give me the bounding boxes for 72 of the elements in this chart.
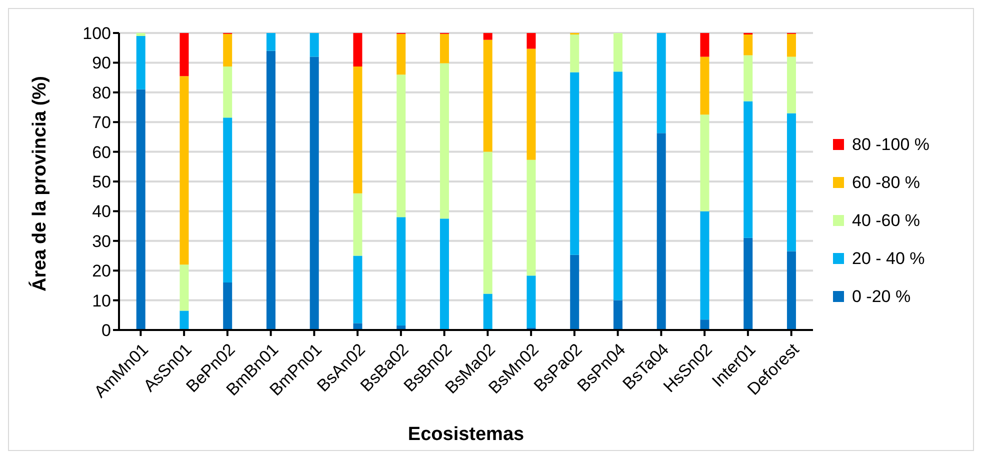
bar xyxy=(136,33,146,36)
legend-label: 40 -60 % xyxy=(852,210,920,230)
y-tick-label: 70 xyxy=(92,113,111,132)
legend-label: 20 - 40 % xyxy=(852,248,925,268)
legend-label: 0 -20 % xyxy=(852,286,911,306)
bar xyxy=(786,251,796,330)
y-tick-label: 100 xyxy=(82,24,111,44)
y-axis-title: Área de la provincia (%) xyxy=(28,76,51,292)
bar xyxy=(786,113,796,252)
y-tick-label: 50 xyxy=(92,172,111,192)
bar xyxy=(700,33,710,57)
bar xyxy=(440,34,449,64)
bar xyxy=(744,238,753,330)
x-axis-title: Ecosistemas xyxy=(408,424,524,445)
bar xyxy=(396,34,406,75)
y-tick-label: 30 xyxy=(92,232,111,251)
bar xyxy=(613,72,622,300)
y-tick-label: 60 xyxy=(92,142,111,162)
bar xyxy=(310,56,319,330)
y-tick-label: 0 xyxy=(102,321,111,340)
bar xyxy=(744,55,753,102)
bar xyxy=(353,193,362,256)
bar xyxy=(483,33,492,40)
y-tick-label: 90 xyxy=(92,54,111,73)
bar xyxy=(223,34,232,67)
bar xyxy=(180,264,189,311)
bar xyxy=(223,282,232,330)
bar xyxy=(483,152,492,294)
bar xyxy=(266,50,276,330)
bar xyxy=(223,66,232,118)
bar xyxy=(526,48,536,160)
bar xyxy=(396,74,406,218)
y-tick-label: 20 xyxy=(92,262,111,281)
bar xyxy=(570,72,580,255)
bar xyxy=(353,256,362,324)
bar xyxy=(613,300,622,330)
bar xyxy=(223,118,232,282)
bar xyxy=(526,160,536,276)
y-tick-label: 80 xyxy=(92,83,111,102)
bar xyxy=(440,63,449,219)
bar xyxy=(483,294,492,330)
bar xyxy=(744,101,753,238)
bar xyxy=(613,33,622,72)
bar xyxy=(483,40,492,152)
y-tick-label: 40 xyxy=(92,202,111,222)
legend-label: 80 -100 % xyxy=(852,134,930,154)
y-tick-label: 10 xyxy=(92,291,111,310)
bar xyxy=(700,211,710,320)
bar xyxy=(656,33,666,134)
bar xyxy=(570,34,580,72)
bar xyxy=(266,33,276,51)
bar xyxy=(180,76,189,265)
bar xyxy=(700,56,710,115)
bar xyxy=(700,320,710,330)
bar xyxy=(526,276,536,328)
bar xyxy=(656,133,666,330)
bar xyxy=(526,33,536,49)
bar xyxy=(180,310,189,330)
bar xyxy=(786,56,796,114)
legend-label: 60 -80 % xyxy=(852,172,920,192)
bar xyxy=(353,66,362,194)
bar xyxy=(786,34,796,57)
bar xyxy=(744,34,753,56)
bar xyxy=(396,217,406,326)
bar xyxy=(440,218,449,330)
bar xyxy=(570,254,580,330)
bar xyxy=(353,33,362,67)
bar xyxy=(310,33,319,57)
bar xyxy=(700,114,710,212)
bar xyxy=(180,33,189,76)
bar xyxy=(136,36,146,90)
bar xyxy=(136,89,146,330)
